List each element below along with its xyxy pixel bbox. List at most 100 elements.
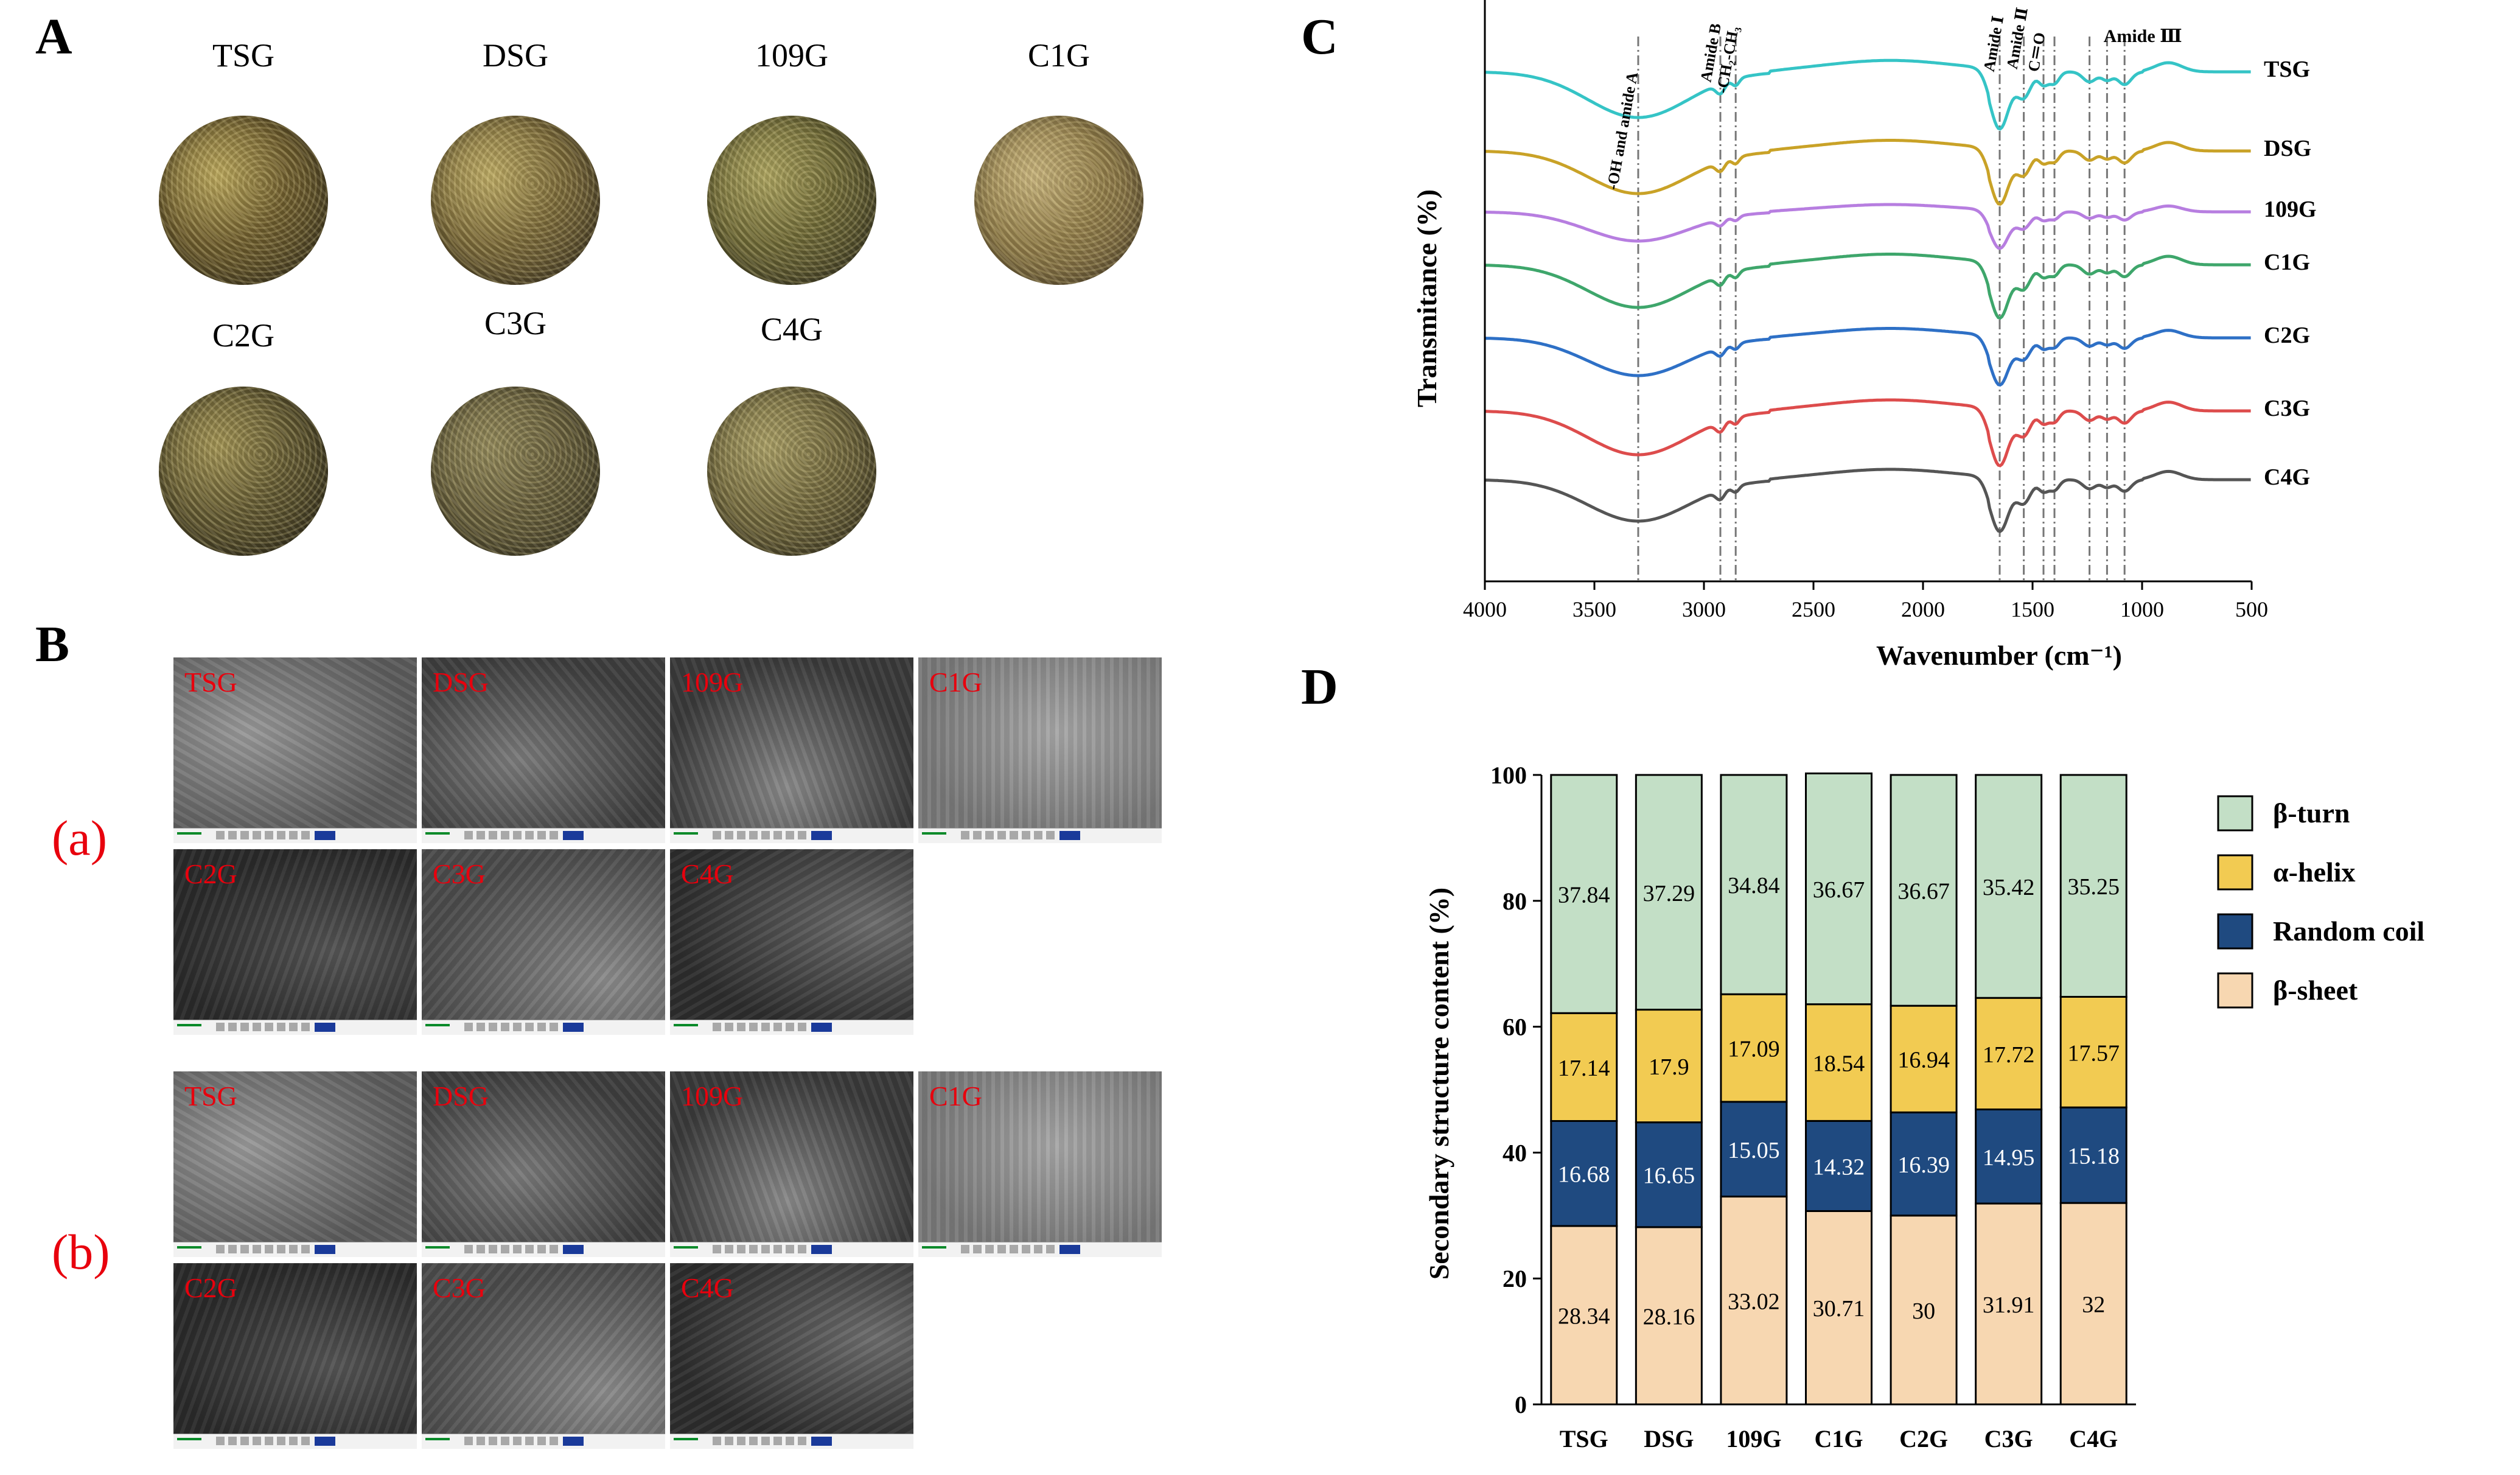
- structure-data-label: 37.84: [1558, 883, 1610, 908]
- panel-letter-a: A: [35, 9, 72, 65]
- structure-x-tick-label: C1G: [1815, 1425, 1863, 1452]
- structure-y-axis-label: Secondary structure content (%): [1423, 888, 1454, 1280]
- structure-data-label: 36.67: [1813, 877, 1865, 903]
- ftir-spectrum-line: [1484, 398, 2251, 468]
- structure-bar-segment: [1805, 1210, 1873, 1406]
- ftir-series-label: TSG: [2264, 57, 2311, 82]
- panel-letter-b: B: [35, 616, 70, 673]
- sem-micrograph: TSG: [173, 657, 417, 843]
- instrument-logo-icon: [563, 1437, 584, 1446]
- structure-data-label: 16.94: [1897, 1048, 1950, 1073]
- structure-bar-segment: [1890, 1111, 1958, 1217]
- sem-parameters-strip: [961, 831, 1058, 839]
- sample-powder-photo: [974, 116, 1143, 285]
- sem-parameters-strip: [464, 1245, 562, 1253]
- structure-data-label: 34.84: [1728, 873, 1780, 899]
- instrument-logo-icon: [563, 1023, 584, 1032]
- powder-texture: [974, 116, 1143, 285]
- ftir-x-tick-label: 3500: [1572, 597, 1616, 622]
- sem-micrograph: TSG: [173, 1071, 417, 1257]
- structure-bar-segment: [1890, 1004, 1958, 1113]
- ftir-series-label: C2G: [2264, 323, 2310, 348]
- scale-bar-icon: [922, 1246, 946, 1249]
- structure-data-label: 31.91: [1983, 1292, 2035, 1318]
- instrument-logo-icon: [811, 831, 832, 840]
- ftir-series-label: C1G: [2264, 250, 2310, 275]
- structure-x-tick-label: C4G: [2069, 1425, 2118, 1452]
- ftir-band-annotation: -OH and amide A: [1604, 71, 1642, 191]
- structure-x-tick-label: DSG: [1644, 1425, 1694, 1452]
- structure-data-label: 17.72: [1983, 1042, 2035, 1068]
- ftir-spectra-chart: 4000 3500 3000 2500 2000 1500 1000 500 -OH and …: [1411, 0, 2268, 671]
- sem-micrograph: 109G: [670, 1071, 913, 1257]
- ftir-band-annotation: C＝O: [2025, 31, 2049, 73]
- structure-bar-segment: [1635, 1121, 1703, 1228]
- sample-photo-label: 109G: [755, 37, 828, 74]
- sem-sample-tag: C1G: [929, 667, 982, 698]
- instrument-logo-icon: [811, 1245, 832, 1254]
- sem-sample-tag: DSG: [433, 667, 489, 698]
- sem-info-bar: [670, 1242, 913, 1257]
- sem-sample-tag: 109G: [681, 1081, 744, 1112]
- structure-bar-segment: [2059, 995, 2127, 1109]
- sample-powder-photo: [159, 116, 328, 285]
- structure-bar-segment: [1890, 1214, 1958, 1406]
- structure-data-label: 16.65: [1643, 1163, 1695, 1189]
- sample-powder-photo: [159, 387, 328, 556]
- structure-bar-segment: [1975, 997, 2043, 1110]
- sem-micrograph: C2G: [173, 849, 417, 1035]
- sem-row-label-b: (b): [52, 1224, 110, 1280]
- powder-texture: [159, 387, 328, 556]
- instrument-logo-icon: [1059, 831, 1080, 840]
- ftir-x-axis-label: Wavenumber (cm⁻¹): [1876, 640, 2122, 671]
- structure-y-tick-label: 60: [1503, 1014, 1527, 1041]
- ftir-spectrum-line: [1484, 58, 2251, 131]
- legend-swatch: [2217, 854, 2253, 891]
- sample-powder-photo: [431, 116, 600, 285]
- sem-micrograph: C1G: [918, 1071, 1162, 1257]
- structure-bar-segment: [1550, 1225, 1618, 1406]
- scale-bar-icon: [177, 1438, 201, 1440]
- instrument-logo-icon: [1059, 1245, 1080, 1254]
- sem-sample-tag: TSG: [184, 1081, 237, 1112]
- structure-bar-segment: [1805, 1003, 1873, 1122]
- structure-bar-segment: [1720, 774, 1788, 995]
- scale-bar-icon: [674, 1246, 698, 1249]
- sem-micrograph: 109G: [670, 657, 913, 843]
- structure-data-label: 17.9: [1649, 1054, 1689, 1080]
- scale-bar-icon: [177, 1024, 201, 1026]
- powder-texture: [707, 116, 876, 285]
- instrument-logo-icon: [315, 1245, 335, 1254]
- sem-parameters-strip: [961, 1245, 1058, 1253]
- sample-photo-label: C4G: [760, 311, 823, 348]
- sample-photo-label: TSG: [212, 37, 274, 74]
- structure-bar-segment: [2059, 774, 2127, 998]
- sem-sample-tag: C3G: [433, 1272, 486, 1303]
- ftir-spectrum-line: [1485, 468, 2251, 533]
- ftir-x-tick-label: 4000: [1463, 597, 1507, 622]
- sem-info-bar: [918, 1242, 1162, 1257]
- structure-data-label: 15.05: [1728, 1138, 1780, 1163]
- secondary-structure-chart: 28.34 16.68 17.14 37.84 28.16 16.65 17.9 37.29 3…: [1423, 762, 2424, 1452]
- sem-sample-tag: C2G: [184, 1272, 237, 1303]
- legend-label: α-helix: [2273, 857, 2356, 888]
- sem-micrograph: C4G: [670, 849, 913, 1035]
- sem-info-bar: [670, 828, 913, 843]
- structure-data-label: 14.95: [1983, 1145, 2035, 1171]
- sem-micrograph: C3G: [422, 1263, 665, 1449]
- structure-x-tick-label: TSG: [1560, 1425, 1608, 1452]
- scale-bar-icon: [425, 1438, 450, 1440]
- powder-texture: [431, 116, 600, 285]
- instrument-logo-icon: [811, 1023, 832, 1032]
- structure-data-label: 14.32: [1813, 1154, 1865, 1180]
- sem-micrograph: DSG: [422, 657, 665, 843]
- sem-micrograph: C4G: [670, 1263, 913, 1449]
- structure-bar-segment: [1805, 773, 1873, 1006]
- structure-bar-segment: [1550, 1119, 1618, 1227]
- structure-y-tick-label: 20: [1503, 1265, 1527, 1292]
- structure-data-label: 36.67: [1897, 879, 1950, 905]
- legend-swatch: [2217, 972, 2253, 1009]
- sem-sample-tag: C1G: [929, 1081, 982, 1112]
- structure-bar-segment: [1975, 1202, 2043, 1406]
- sample-photo-label: C1G: [1027, 37, 1090, 74]
